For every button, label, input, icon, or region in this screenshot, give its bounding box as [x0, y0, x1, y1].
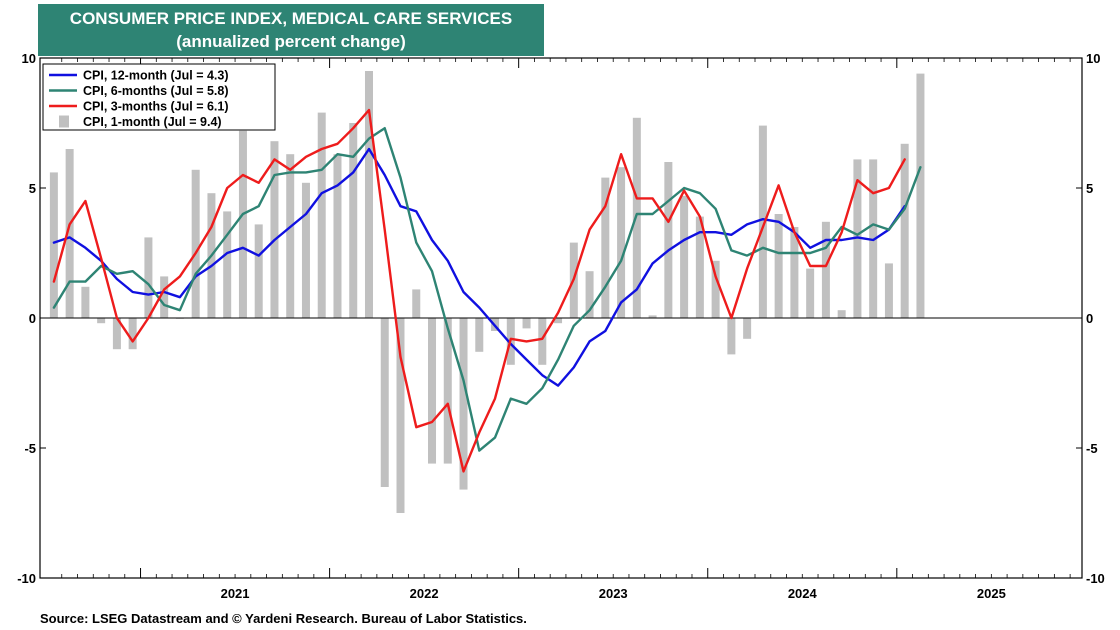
bar-1-month-2024-05: [774, 214, 783, 318]
y-tick-label-left: 0: [29, 311, 36, 326]
legend: CPI, 12-month (Jul = 4.3)CPI, 6-months (…: [42, 63, 276, 131]
bar-1-month-2023-01: [522, 318, 531, 329]
bar-1-month-2023-06: [601, 177, 610, 318]
bar-1-month-2021-08: [254, 224, 263, 318]
bar-1-month-2020-08: [65, 149, 74, 318]
y-tick-label-right: 5: [1086, 181, 1093, 196]
bar-1-month-2021-04: [191, 169, 200, 318]
bar-1-month-2023-10: [664, 162, 673, 318]
bar-1-month-2023-11: [680, 195, 689, 318]
bar-1-month-2021-10: [286, 154, 295, 318]
bar-1-month-2021-12: [317, 112, 326, 318]
legend-swatch-bar: [59, 115, 69, 128]
bar-1-month-2020-09: [81, 286, 90, 318]
x-year-label-2023: 2023: [599, 586, 628, 601]
bar-1-month-2022-06: [412, 289, 421, 318]
axes-group: -10 -10 -5 -5 0 0 5 5 10 10 2021 2022 2023 2024 2025: [17, 51, 1105, 601]
bar-1-month-2021-02: [160, 276, 169, 318]
bar-1-month-2022-01: [333, 154, 342, 318]
bar-1-month-2022-05: [396, 318, 405, 513]
bar-1-month-2022-08: [443, 318, 452, 464]
bar-1-month-2023-05: [585, 271, 594, 318]
bar-1-month-2024-06: [790, 227, 799, 318]
bar-1-month-2024-10: [853, 159, 862, 318]
y-tick-label-left: 10: [22, 51, 36, 66]
bar-1-month-2021-09: [270, 141, 279, 318]
bar-1-month-2020-12: [128, 318, 137, 350]
y-tick-label-right: -10: [1086, 571, 1105, 586]
bar-1-month-2023-02: [538, 318, 547, 365]
bar-1-month-2024-04: [758, 125, 767, 318]
bar-1-month-2023-08: [632, 117, 641, 318]
legend-entry-2: CPI, 3-months (Jul = 6.1): [83, 100, 229, 114]
bar-1-month-2021-11: [301, 182, 310, 318]
bar-1-month-2022-10: [475, 318, 484, 352]
legend-entry-3: CPI, 1-month (Jul = 9.4): [83, 115, 222, 129]
bar-1-month-2024-03: [743, 318, 752, 339]
series-line-2: [52, 108, 906, 473]
bar-1-month-2020-11: [112, 318, 121, 350]
bar-1-month-2023-03: [554, 318, 563, 324]
series-line-1: [52, 126, 922, 452]
bar-1-month-2023-09: [648, 315, 657, 318]
bar-1-month-2022-07: [428, 318, 437, 464]
chart-title-box: CONSUMER PRICE INDEX, MEDICAL CARE SERVI…: [38, 4, 544, 56]
bar-1-month-2024-02: [727, 318, 736, 355]
legend-entry-0: CPI, 12-month (Jul = 4.3): [83, 69, 229, 83]
bar-1-month-2021-06: [223, 211, 232, 318]
legend-box: [42, 63, 276, 131]
chart-subtitle: (annualized percent change): [176, 32, 406, 51]
bar-1-month-2022-02: [349, 123, 358, 318]
bar-series-group: [49, 71, 925, 513]
y-tick-label-right: -5: [1086, 441, 1098, 456]
bar-1-month-2024-09: [837, 310, 846, 318]
bar-1-month-2022-09: [459, 318, 468, 490]
line-series-group: [52, 108, 922, 473]
x-year-label-2025: 2025: [977, 586, 1006, 601]
bar-1-month-2025-02: [916, 73, 925, 318]
bar-1-month-2020-07: [49, 172, 58, 318]
bar-1-month-2024-07: [806, 268, 815, 318]
x-year-label-2024: 2024: [788, 586, 818, 601]
chart-title: CONSUMER PRICE INDEX, MEDICAL CARE SERVI…: [69, 9, 513, 28]
bar-1-month-2023-12: [695, 216, 704, 318]
bar-1-month-2021-07: [238, 130, 247, 318]
bar-1-month-2025-01: [900, 143, 909, 318]
source-note: Source: LSEG Datastream and © Yardeni Re…: [40, 611, 527, 626]
y-tick-label-left: -5: [24, 441, 36, 456]
bar-1-month-2022-04: [380, 318, 389, 487]
bar-1-month-2020-10: [97, 318, 106, 324]
y-tick-label-left: 5: [29, 181, 36, 196]
bar-1-month-2023-07: [617, 167, 626, 318]
bar-1-month-2024-08: [821, 221, 830, 318]
x-year-label-2022: 2022: [410, 586, 439, 601]
y-tick-label-left: -10: [17, 571, 36, 586]
bar-1-month-2024-12: [884, 263, 893, 318]
bar-1-month-2021-01: [144, 237, 153, 318]
y-tick-label-right: 10: [1086, 51, 1100, 66]
legend-entry-1: CPI, 6-months (Jul = 5.8): [83, 84, 229, 98]
y-tick-label-right: 0: [1086, 311, 1093, 326]
bar-1-month-2022-03: [364, 71, 373, 318]
bar-1-month-2024-01: [711, 260, 720, 318]
x-year-label-2021: 2021: [221, 586, 250, 601]
